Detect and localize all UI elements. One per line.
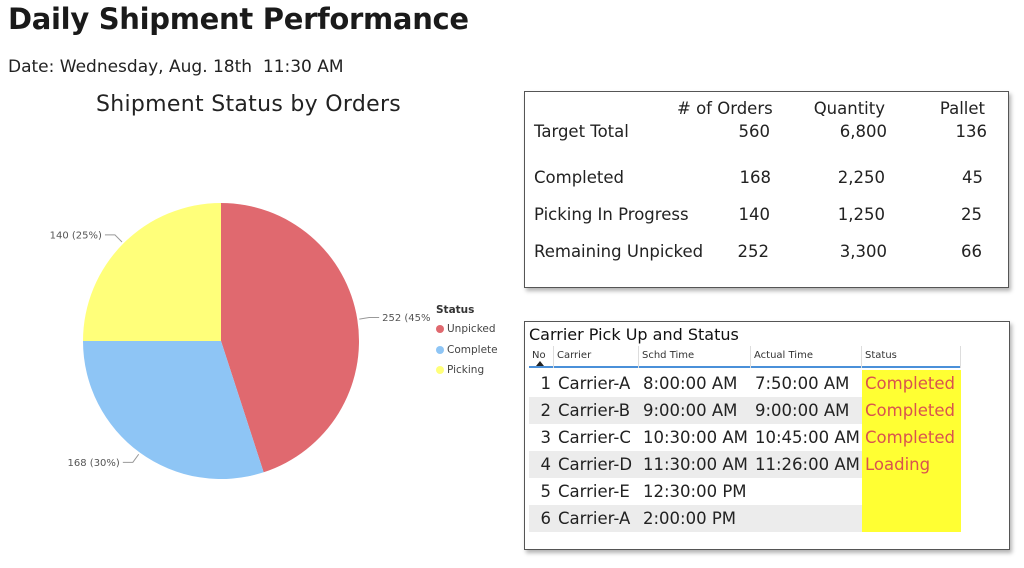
row-stripe <box>529 505 862 532</box>
kpi-orders-value: 252 <box>737 242 770 261</box>
report-date: Date: Wednesday, Aug. 18th 11:30 AM <box>8 57 344 77</box>
cell-no: 6 <box>540 509 552 528</box>
column-header-actual-time[interactable]: Actual Time <box>751 346 862 368</box>
cell-schd-time: 10:30:00 AM <box>643 428 748 447</box>
row-stripe <box>529 397 862 424</box>
cell-schd-time: 9:00:00 AM <box>643 401 738 420</box>
cell-status: Completed <box>862 397 961 424</box>
table-row[interactable]: 6 Carrier-A 2:00:00 PM <box>529 505 961 532</box>
data-label: 168 (30%) <box>68 458 120 469</box>
cell-status: Completed <box>862 424 961 451</box>
kpi-quantity-value: 1,250 <box>837 205 885 224</box>
legend-item-complete[interactable]: Complete <box>436 340 498 361</box>
kpi-quantity-value: 2,250 <box>837 168 885 187</box>
column-header-pallet: Pallet <box>939 99 985 118</box>
kpi-pallet-value: 45 <box>962 168 983 187</box>
cell-status: Loading <box>862 451 961 478</box>
cell-schd-time: 2:00:00 PM <box>643 509 737 528</box>
pie-slice-complete[interactable] <box>83 341 264 479</box>
cell-status <box>862 478 961 505</box>
kpi-row-label: Picking In Progress <box>534 205 689 224</box>
table-row[interactable]: 2 Carrier-B 9:00:00 AM 9:00:00 AM Comple… <box>529 397 961 424</box>
cell-no: 2 <box>540 401 552 420</box>
cell-no: 4 <box>540 455 552 474</box>
cell-carrier: Carrier-A <box>558 509 631 528</box>
column-header-status[interactable]: Status <box>862 346 961 368</box>
table-row[interactable]: 5 Carrier-E 12:30:00 PM <box>529 478 961 505</box>
leader-line <box>104 234 123 243</box>
cell-actual-time: 9:00:00 AM <box>755 401 850 420</box>
carrier-table-title: Carrier Pick Up and Status <box>529 325 739 344</box>
cell-actual-time: 11:26:00 AM <box>755 455 860 474</box>
legend-item-picking[interactable]: Picking <box>436 360 498 381</box>
kpi-pallet-value: 25 <box>961 205 982 224</box>
kpi-orders-value: 168 <box>739 168 772 187</box>
column-header-schd-time[interactable]: Schd Time <box>639 346 751 368</box>
cell-actual-time: 7:50:00 AM <box>755 374 850 393</box>
pie-chart[interactable]: 252 (45%) 168 (30%) 140 (25%) <box>0 120 430 560</box>
cell-actual-time: 10:45:00 AM <box>755 428 860 447</box>
kpi-row-label: Completed <box>534 168 624 187</box>
page-title: Daily Shipment Performance <box>8 2 469 36</box>
cell-carrier: Carrier-D <box>558 455 633 474</box>
kpi-row-label: Target Total <box>534 122 629 141</box>
kpi-pallet-value: 136 <box>955 122 988 141</box>
cell-no: 5 <box>540 482 552 501</box>
table-row[interactable]: 4 Carrier-D 11:30:00 AM 11:26:00 AM Load… <box>529 451 961 478</box>
kpi-quantity-value: 6,800 <box>839 122 887 141</box>
pie-slice-unpicked[interactable] <box>221 203 359 473</box>
cell-schd-time: 11:30:00 AM <box>643 455 748 474</box>
legend-dot-icon <box>436 325 444 334</box>
kpi-row-label: Remaining Unpicked <box>534 242 704 261</box>
kpi-summary-card: # of Orders Quantity Pallet Target Total… <box>524 91 1009 288</box>
column-header-carrier[interactable]: Carrier <box>554 346 639 368</box>
pie-slice-picking[interactable] <box>83 203 221 341</box>
kpi-orders-value: 140 <box>738 205 771 224</box>
legend-dot-icon <box>436 366 444 375</box>
carrier-table-card: Carrier Pick Up and Status No Carrier Sc… <box>524 321 1010 550</box>
leader-line <box>122 453 140 463</box>
legend-title: Status <box>436 304 475 316</box>
data-label: 140 (25%) <box>50 230 102 241</box>
sort-ascending-icon <box>536 361 544 366</box>
column-header-quantity: Quantity <box>813 99 885 118</box>
cell-status: Completed <box>862 370 961 397</box>
kpi-quantity-value: 3,300 <box>839 242 887 261</box>
legend-item-unpicked[interactable]: Unpicked <box>436 319 498 340</box>
table-row[interactable]: 1 Carrier-A 8:00:00 AM 7:50:00 AM Comple… <box>529 370 961 397</box>
cell-schd-time: 8:00:00 AM <box>643 374 738 393</box>
cell-no: 3 <box>540 428 552 447</box>
cell-carrier: Carrier-B <box>558 401 631 420</box>
row-stripe <box>529 451 862 478</box>
table-header: No Carrier Schd Time Actual Time Status <box>529 346 961 368</box>
table-row[interactable]: 3 Carrier-C 10:30:00 AM 10:45:00 AM Comp… <box>529 424 961 451</box>
data-label: 252 (45%) <box>382 313 430 324</box>
column-header-orders: # of Orders <box>677 99 773 118</box>
cell-no: 1 <box>540 374 552 393</box>
legend-dot-icon <box>436 345 444 354</box>
kpi-pallet-value: 66 <box>961 242 982 261</box>
cell-carrier: Carrier-C <box>558 428 631 447</box>
cell-carrier: Carrier-A <box>558 374 631 393</box>
chart-title: Shipment Status by Orders <box>96 92 402 117</box>
chart-legend: Status Unpicked Complete Picking <box>436 304 498 381</box>
leader-line <box>359 317 380 320</box>
cell-schd-time: 12:30:00 PM <box>643 482 747 501</box>
legend-label: Complete <box>447 343 498 356</box>
cell-status <box>862 505 961 532</box>
legend-label: Picking <box>447 364 485 377</box>
header-label: No <box>532 350 546 361</box>
kpi-orders-value: 560 <box>738 122 771 141</box>
cell-carrier: Carrier-E <box>558 482 630 501</box>
legend-label: Unpicked <box>447 323 496 336</box>
column-header-no[interactable]: No <box>529 346 554 368</box>
